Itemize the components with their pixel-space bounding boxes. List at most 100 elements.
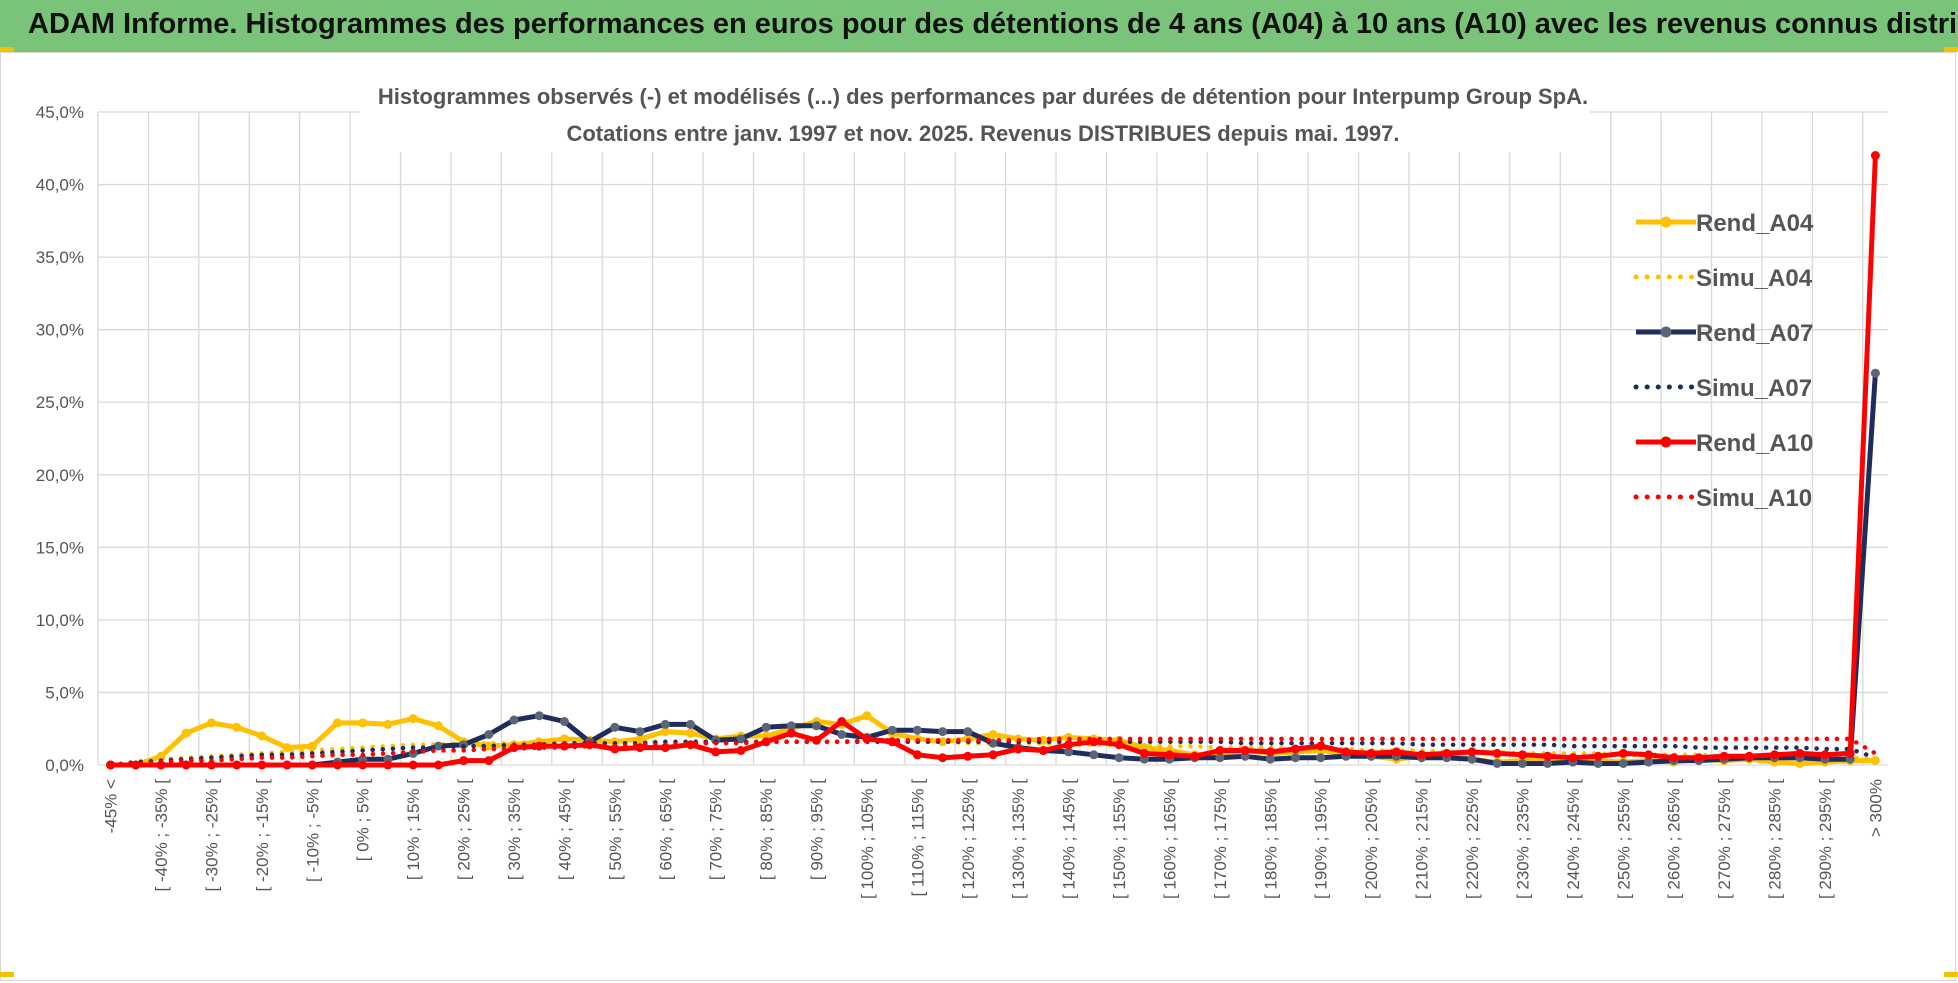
corner-mark-bottom-left xyxy=(0,972,14,977)
data-point-rend-a10 xyxy=(433,760,443,770)
title-banner: ADAM Informe. Histogrammes des performan… xyxy=(0,0,1958,52)
y-tick-label: 5,0% xyxy=(45,683,84,702)
data-point-rend-a07 xyxy=(433,741,443,751)
x-tick-label: [ 80% ; 85% [ xyxy=(757,779,776,880)
data-point-rend-a10 xyxy=(1719,751,1729,761)
data-point-rend-a10 xyxy=(1593,751,1603,761)
y-tick-label: 25,0% xyxy=(36,393,84,412)
data-point-rend-a07 xyxy=(963,727,973,737)
data-point-rend-a10 xyxy=(686,740,695,750)
data-point-rend-a07 xyxy=(1316,753,1326,763)
series-line-simu-a07 xyxy=(108,739,1878,768)
data-point-rend-a10 xyxy=(1517,750,1527,760)
x-tick-label: [ 240% ; 245% [ xyxy=(1564,779,1583,899)
data-point-rend-a10 xyxy=(1366,748,1376,758)
corner-mark-top-right xyxy=(1944,47,1958,52)
x-tick-label: [ 180% ; 185% [ xyxy=(1261,779,1280,899)
x-tick-label: [ 190% ; 195% [ xyxy=(1312,779,1331,899)
data-point-rend-a07 xyxy=(610,722,620,732)
title-backdrop xyxy=(360,76,1590,152)
data-point-rend-a04 xyxy=(862,711,872,721)
chart-subtitle: Cotations entre janv. 1997 et nov. 2025.… xyxy=(566,121,1399,146)
x-tick-label: [ 130% ; 135% [ xyxy=(1009,779,1028,899)
data-point-rend-a07 xyxy=(660,719,670,729)
legend: Rend_A04 Simu_A04 Rend_A07 Simu_A07 Rend_A10… xyxy=(1633,210,1814,512)
data-point-rend-a10 xyxy=(711,747,721,757)
data-point-rend-a04 xyxy=(484,741,494,751)
data-point-rend-a10 xyxy=(1442,748,1452,758)
data-point-rend-a10 xyxy=(1870,151,1880,160)
data-point-rend-a10 xyxy=(1820,750,1830,760)
data-point-rend-a10 xyxy=(963,751,973,761)
data-point-rend-a10 xyxy=(1215,746,1225,755)
data-point-rend-a07 xyxy=(812,721,821,731)
data-point-rend-a07 xyxy=(635,727,645,737)
page-title: ADAM Informe. Histogrammes des performan… xyxy=(28,8,1958,40)
x-tick-label: [ 90% ; 95% [ xyxy=(808,779,827,880)
data-point-rend-a10 xyxy=(1467,747,1477,757)
x-tick-label: [ 150% ; 155% [ xyxy=(1110,779,1129,899)
y-tick-label: 30,0% xyxy=(36,321,84,340)
data-point-rend-a07 xyxy=(1870,368,1880,378)
data-point-rend-a07 xyxy=(1215,753,1225,763)
x-tick-label: [ 70% ; 75% [ xyxy=(707,779,726,880)
data-point-rend-a10 xyxy=(484,756,494,766)
data-point-rend-a10 xyxy=(1744,751,1754,761)
x-tick-label: [ 210% ; 215% [ xyxy=(1413,779,1432,899)
x-tick-label: [ 110% ; 115% [ xyxy=(908,779,927,897)
y-axis: 0,0% 5,0% 10,0% 15,0% 20,0% 25,0% 30,0% 35,0% 40… xyxy=(36,103,84,775)
data-point-rend-a07 xyxy=(912,725,922,735)
data-point-rend-a10 xyxy=(1391,747,1401,757)
data-point-rend-a10 xyxy=(1417,750,1427,760)
legend-label-rend-a10: Rend_A10 xyxy=(1696,430,1813,457)
data-point-rend-a10 xyxy=(988,750,998,760)
data-point-rend-a07 xyxy=(1517,759,1527,768)
data-point-rend-a04 xyxy=(257,731,267,741)
series-line-simu-a10 xyxy=(108,736,1878,768)
data-point-rend-a10 xyxy=(1240,746,1250,755)
data-point-rend-a10 xyxy=(1114,740,1124,750)
x-tick-label: -45% < xyxy=(102,779,121,833)
data-point-rend-a10 xyxy=(257,760,267,770)
legend-marker-rend-a10 xyxy=(1660,436,1672,448)
data-point-rend-a04 xyxy=(408,714,418,724)
data-point-rend-a10 xyxy=(408,760,418,770)
data-point-rend-a07 xyxy=(1089,750,1099,760)
x-tick-label: [ 230% ; 235% [ xyxy=(1513,779,1532,899)
data-point-rend-a10 xyxy=(1644,750,1653,760)
x-tick-label: [ 10% ; 15% [ xyxy=(404,779,423,880)
data-point-rend-a10 xyxy=(1568,753,1578,763)
data-point-rend-a04 xyxy=(358,718,368,728)
data-point-rend-a10 xyxy=(1291,744,1300,754)
x-tick-label: [ 200% ; 205% [ xyxy=(1362,779,1381,899)
data-point-rend-a07 xyxy=(1593,759,1603,768)
corner-mark-top-left xyxy=(0,47,14,52)
data-point-rend-a07 xyxy=(1064,747,1074,757)
x-tick-label: [ 280% ; 285% [ xyxy=(1766,779,1785,899)
data-point-rend-a10 xyxy=(1038,746,1048,755)
x-tick-label: [ 20% ; 25% [ xyxy=(455,779,474,880)
data-point-rend-a07 xyxy=(1467,754,1477,764)
x-tick-label: [ 30% ; 35% [ xyxy=(505,779,524,880)
data-point-rend-a07 xyxy=(534,711,544,721)
data-point-rend-a10 xyxy=(1316,741,1326,751)
y-tick-label: 20,0% xyxy=(36,466,84,485)
data-point-rend-a10 xyxy=(1139,748,1149,758)
data-point-rend-a10 xyxy=(207,760,216,770)
data-point-rend-a10 xyxy=(1341,747,1351,757)
x-tick-label: [ 100% ; 105% [ xyxy=(858,779,877,899)
data-point-rend-a07 xyxy=(559,717,569,726)
x-tick-label: [ 260% ; 265% [ xyxy=(1665,779,1684,899)
data-point-rend-a04 xyxy=(383,719,393,729)
data-point-rend-a10 xyxy=(1618,748,1628,758)
data-point-rend-a04 xyxy=(938,737,948,747)
data-point-rend-a10 xyxy=(635,743,645,753)
data-point-rend-a10 xyxy=(282,760,292,770)
data-point-rend-a10 xyxy=(1770,750,1779,760)
data-point-rend-a07 xyxy=(938,727,948,737)
x-tick-label: [ -20% ; -15% [ xyxy=(253,779,272,892)
data-point-rend-a10 xyxy=(131,760,141,770)
legend-label-simu-a07: Simu_A07 xyxy=(1696,375,1812,402)
x-tick-label: [ 160% ; 165% [ xyxy=(1160,779,1179,899)
data-point-rend-a10 xyxy=(459,756,469,766)
